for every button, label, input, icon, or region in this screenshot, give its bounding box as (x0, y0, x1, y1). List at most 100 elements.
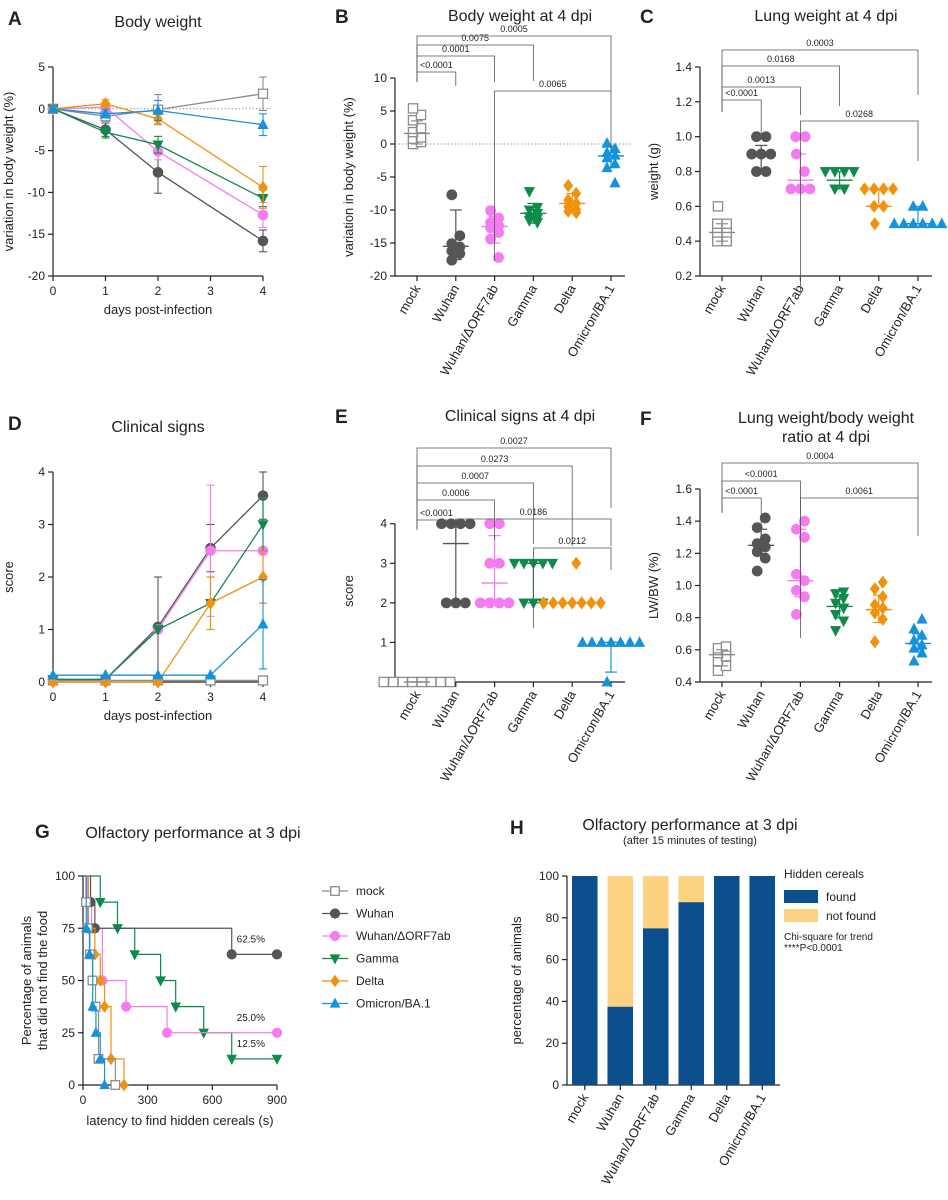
step-marker (271, 949, 283, 960)
significance-bracket (721, 99, 762, 136)
statistics-note: Chi-square for trend (784, 932, 873, 943)
data-point (484, 557, 496, 569)
data-point (257, 88, 269, 99)
y-tick-label: 0.4 (675, 234, 692, 248)
significance-bracket (721, 49, 919, 112)
step-marker (226, 949, 237, 960)
panel-letter: E (335, 407, 348, 428)
step-marker (198, 1028, 210, 1039)
y-tick-label: -5 (34, 144, 45, 158)
p-value-label: 0.0273 (481, 454, 509, 464)
data-point (464, 518, 476, 530)
y-tick-label: 3 (38, 518, 45, 532)
category-label: mock (395, 688, 424, 723)
data-point (518, 598, 530, 610)
bar-found (571, 876, 598, 1085)
y-tick-label: 1.2 (675, 546, 692, 560)
y-tick-label: -20 (28, 269, 46, 283)
x-tick-label: 900 (267, 1093, 287, 1107)
data-point (518, 558, 530, 570)
data-point (609, 157, 621, 169)
data-point (595, 636, 608, 647)
panel-letter: A (8, 9, 22, 30)
y-axis-label: variation in body weight (%) (341, 97, 356, 257)
data-point (898, 217, 910, 229)
legend-label: Wuhan (356, 907, 394, 921)
step-marker (161, 1027, 173, 1038)
data-point (205, 669, 216, 680)
chart-H: H Olfactory performance at 3 dpi(after 15… (509, 817, 876, 1187)
p-value-label: 0.0013 (747, 75, 775, 85)
x-tick-label: 1 (102, 284, 109, 298)
data-point (751, 565, 763, 577)
data-point (624, 636, 636, 647)
p-value-label: 0.0003 (806, 38, 834, 48)
category-label: Delta (857, 281, 886, 315)
category-label: Wuhan (429, 282, 462, 325)
data-point (205, 596, 216, 610)
y-tick-label: 1.4 (675, 514, 692, 528)
y-axis-label: variation in body weight (%) (1, 92, 16, 252)
step-marker (99, 1079, 110, 1090)
data-point (609, 176, 621, 188)
significance-bracket (721, 462, 919, 513)
data-point (446, 254, 458, 266)
data-point (47, 669, 59, 680)
data-point (819, 167, 831, 178)
data-point (790, 131, 802, 143)
p-value-label: 0.0268 (845, 109, 873, 119)
data-point (257, 675, 269, 686)
data-point (152, 669, 164, 680)
chart-F: F Lung weight/body weight ratio at 4 dpi 0.… (640, 409, 932, 784)
legend-label: found (826, 890, 856, 904)
data-point (791, 584, 802, 596)
data-point (387, 676, 399, 688)
data-point (869, 606, 880, 620)
y-tick-label: -20 (370, 269, 388, 283)
chart-title: Lung weight at 4 dpi (754, 8, 897, 25)
x-tick-label: 0 (80, 1093, 87, 1107)
data-point (916, 646, 928, 658)
bar-found (607, 1006, 634, 1085)
chart-title: Clinical signs at 4 dpi (445, 408, 595, 425)
category-label: Gamma (810, 687, 846, 735)
data-point (595, 596, 606, 610)
p-value-label: 0.0005 (500, 24, 528, 34)
data-point (257, 118, 269, 129)
x-tick-label: 0 (50, 284, 57, 298)
p-value-label: <0.0001 (725, 88, 758, 98)
y-tick-label: 2 (380, 596, 387, 610)
category-label: Gamma (504, 281, 540, 329)
data-point (838, 587, 850, 599)
x-tick-label: 600 (202, 1093, 222, 1107)
y-tick-label: 1.4 (675, 60, 692, 74)
step-marker (170, 1002, 181, 1013)
p-value-label: <0.0001 (745, 469, 778, 479)
y-tick-label: 100 (539, 869, 559, 883)
x-axis-label: latency to find hidden cereals (s) (86, 1113, 273, 1128)
data-point (759, 512, 771, 524)
data-point (829, 167, 841, 178)
legend-swatch (784, 909, 818, 922)
data-point (415, 109, 427, 121)
panel-letter: C (640, 7, 654, 28)
chart-D: D Clinical signs 0 1 2 3 4 0 1 2 3 4 days post-infec… (1, 414, 269, 723)
x-axis-label: days post-infection (104, 302, 212, 317)
p-value-label: 0.0004 (806, 451, 834, 461)
data-point (586, 636, 598, 647)
data-point (454, 248, 466, 259)
chart-A: A Body weight -20 -15 -10 -5 0 5 0 1 2 3 4 days post-… (1, 9, 271, 317)
step-marker (155, 976, 166, 987)
category-label: Gamma (662, 1090, 698, 1138)
data-point (877, 612, 888, 626)
data-point (869, 582, 880, 596)
data-point (799, 515, 810, 527)
x-tick-label: 4 (260, 284, 267, 298)
p-value-label: <0.0001 (725, 486, 758, 496)
bar-found (642, 928, 669, 1085)
data-point (407, 103, 419, 114)
data-point (830, 589, 842, 600)
p-value-label: 0.0006 (442, 488, 470, 498)
category-label: Gamma (504, 687, 540, 735)
